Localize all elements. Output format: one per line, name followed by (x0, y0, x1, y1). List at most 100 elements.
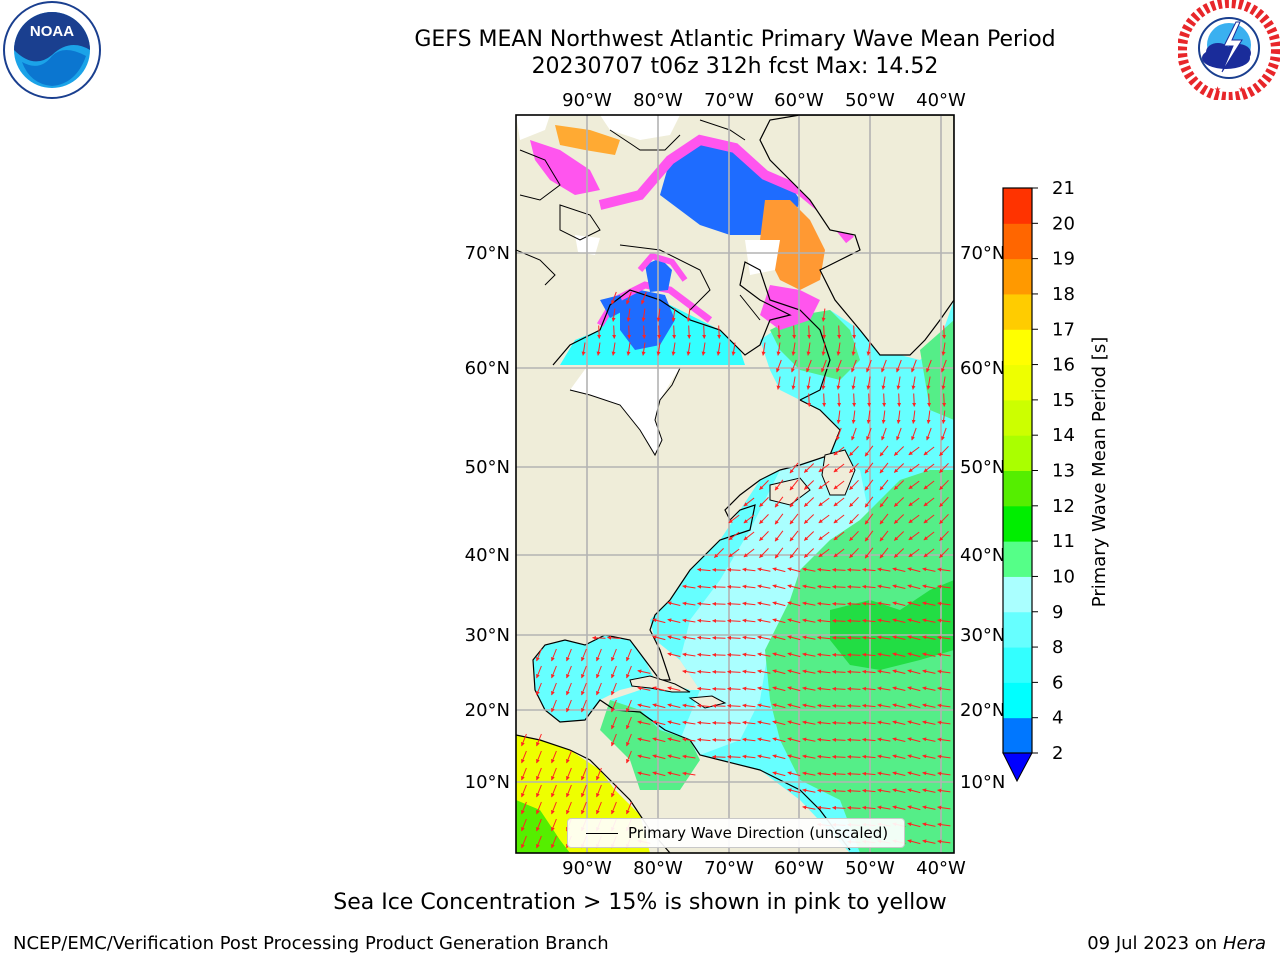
wave-arrow (937, 788, 951, 793)
colorbar-tick-label: 9 (1052, 602, 1063, 623)
wave-arrow (892, 635, 906, 640)
wave-arrow (864, 513, 874, 525)
wave-arrow (937, 771, 951, 776)
wave-arrow (791, 359, 797, 373)
wave-arrow (667, 771, 681, 776)
colorbar-segment (1003, 293, 1032, 330)
wave-arrow (832, 720, 846, 725)
wave-arrow (772, 703, 786, 709)
wave-arrow (772, 720, 786, 726)
wave-arrow (787, 601, 801, 607)
wave-arrow (942, 325, 947, 339)
wave-arrow (743, 548, 755, 558)
wave-arrow (849, 462, 859, 474)
wave-arrow (866, 410, 871, 424)
wave-arrow (776, 359, 782, 373)
wave-arrow (712, 584, 726, 589)
wave-arrow (847, 618, 861, 623)
wave-arrow (803, 514, 815, 524)
lat-label: 30°N (960, 625, 1005, 646)
wave-arrow (566, 648, 572, 662)
wave-arrow (877, 669, 891, 674)
colorbar: 2 4 6 8 9 10 11 12 13 14 15 16 17 18 19 20 21 Primary Wa… (1002, 178, 1110, 783)
wave-arrow (892, 805, 906, 810)
wave-arrow (772, 771, 786, 777)
wave-arrow (836, 342, 841, 356)
colorbar-segments (1003, 188, 1032, 754)
wave-arrow (922, 805, 936, 810)
wave-arrow (551, 665, 557, 679)
wave-arrow (923, 463, 935, 473)
wave-arrow (626, 665, 632, 679)
wave-arrow (757, 703, 771, 708)
wave-arrow (832, 805, 846, 810)
colorbar-segment (1003, 435, 1032, 471)
wave-arrow (806, 359, 812, 373)
wave-arrow (712, 737, 726, 742)
wave-arrow (652, 686, 666, 692)
wave-arrow (862, 652, 876, 657)
wave-arrow (821, 359, 827, 373)
wave-arrow (922, 618, 936, 623)
wave-arrow (712, 635, 726, 640)
wave-arrow (789, 496, 799, 508)
wave-arrow (687, 325, 692, 339)
colorbar-tick-label: 6 (1052, 672, 1063, 693)
wave-arrow (774, 530, 784, 542)
wave-arrow (849, 513, 859, 525)
wave-arrow (637, 669, 651, 674)
wave-arrow (817, 720, 831, 725)
wave-arrow (667, 720, 681, 725)
wave-arrow (581, 699, 587, 713)
wave-arrow (832, 686, 846, 691)
wave-arrow (817, 703, 831, 708)
wave-arrow (847, 754, 861, 759)
wave-arrow (922, 584, 936, 589)
wave-arrow (893, 497, 905, 507)
wave-arrow (833, 463, 845, 473)
colorbar-segment (1003, 470, 1032, 507)
footer-credit: NCEP/EMC/Verification Post Processing Pr… (13, 933, 609, 954)
lat-label: 10°N (465, 772, 510, 793)
wave-arrow (847, 720, 861, 725)
wave-arrow (697, 618, 711, 623)
colorbar-segment (1003, 541, 1032, 577)
wave-arrow (757, 567, 771, 572)
wave-arrow (759, 514, 769, 524)
wave-arrow (926, 376, 931, 390)
wave-arrow (728, 531, 740, 541)
wave-arrow (922, 601, 936, 606)
wave-arrow (727, 652, 741, 657)
colorbar-segment (1003, 329, 1032, 366)
wave-arrow (787, 669, 801, 675)
wave-arrow (802, 788, 816, 793)
wave-arrow (836, 376, 841, 390)
wave-arrow (759, 480, 769, 490)
wave-arrow (521, 750, 527, 764)
footer-host: Hera (1222, 933, 1266, 954)
wave-arrow (772, 754, 786, 760)
wave-arrow (697, 669, 711, 674)
wave-arrow (742, 567, 756, 572)
wave-arrow (521, 784, 527, 798)
wave-arrow (581, 767, 587, 781)
wave-arrow (787, 567, 801, 573)
wave-arrow (682, 720, 696, 725)
wave-arrow (802, 652, 816, 657)
wave-arrow (937, 601, 951, 606)
wave-arrow (761, 342, 766, 356)
wave-arrow (937, 720, 951, 725)
wave-arrow (941, 376, 946, 390)
wave-arrow (757, 635, 771, 640)
wave-arrow (787, 635, 801, 641)
wave-arrow (742, 584, 756, 589)
chart-subtitle: 20230707 t06z 312h fcst Max: 14.52 (531, 54, 939, 79)
wave-arrow (667, 686, 681, 691)
wave-arrow (922, 839, 936, 844)
wave-arrow (802, 635, 816, 640)
wave-arrow (879, 513, 889, 525)
wave-arrow (866, 427, 872, 441)
footer-date: 09 Jul 2023 on Hera (1087, 933, 1266, 954)
wave-arrow (817, 737, 831, 742)
wave-arrow (637, 737, 651, 742)
